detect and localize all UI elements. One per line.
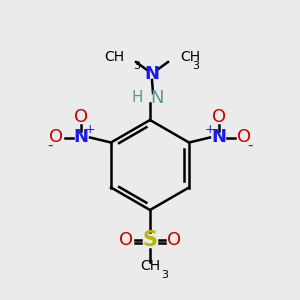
Text: S: S <box>142 230 158 250</box>
Text: O: O <box>74 109 88 127</box>
Text: -: - <box>247 138 253 153</box>
Text: 3: 3 <box>192 61 199 71</box>
Text: N: N <box>145 65 160 83</box>
Text: 3: 3 <box>133 61 140 71</box>
Text: O: O <box>212 109 226 127</box>
Text: H: H <box>131 91 143 106</box>
Text: +: + <box>85 123 95 136</box>
Text: CH: CH <box>104 50 124 64</box>
Text: +: + <box>205 123 215 136</box>
Text: 3: 3 <box>161 270 168 280</box>
Text: N: N <box>212 128 226 146</box>
Text: CH: CH <box>140 259 160 273</box>
Text: N: N <box>74 128 88 146</box>
Text: O: O <box>237 128 251 146</box>
Text: O: O <box>167 231 181 249</box>
Text: O: O <box>119 231 133 249</box>
Text: O: O <box>49 128 63 146</box>
Text: -: - <box>47 138 53 153</box>
Text: N: N <box>150 89 164 107</box>
Text: CH: CH <box>180 50 200 64</box>
